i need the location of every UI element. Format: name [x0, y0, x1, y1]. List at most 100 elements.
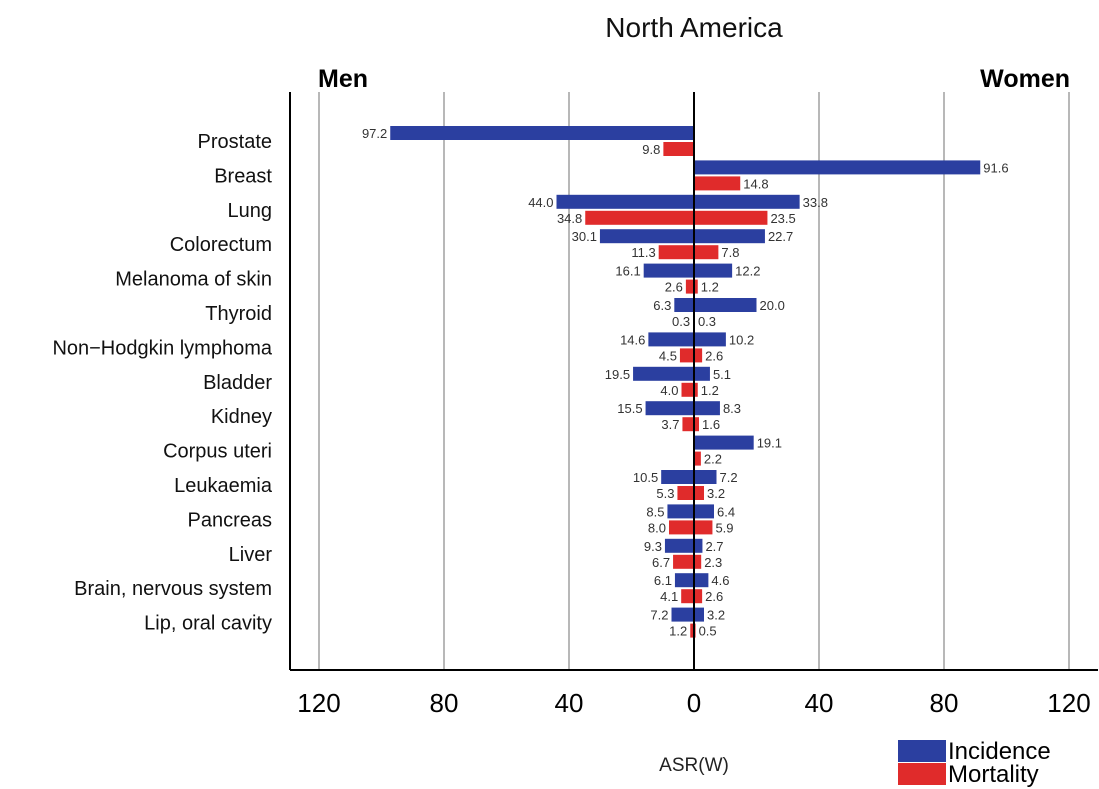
data-label: 20.0 — [760, 298, 785, 313]
data-label: 19.5 — [605, 367, 630, 382]
mortality-bar-women — [694, 382, 698, 397]
category-label: Non−Hodgkin lymphoma — [52, 337, 272, 359]
data-label: 4.0 — [660, 383, 678, 398]
data-label: 44.0 — [528, 195, 553, 210]
category-label: Prostate — [198, 131, 272, 153]
data-label: 1.6 — [702, 417, 720, 432]
incidence-bar-women — [694, 538, 703, 553]
category-label: Lip, oral cavity — [144, 613, 272, 635]
mortality-bar-women — [694, 417, 699, 432]
data-label: 9.8 — [642, 142, 660, 157]
mortality-bar-women — [694, 176, 741, 191]
data-label: 6.4 — [717, 504, 735, 519]
data-label: 5.9 — [715, 520, 733, 535]
x-tick-label: 0 — [687, 688, 701, 718]
data-label: 0.3 — [698, 314, 716, 329]
x-tick-label: 40 — [555, 688, 584, 718]
x-tick-labels: 120 80 40 0 40 80 120 — [297, 688, 1090, 718]
data-label: 6.7 — [652, 555, 670, 570]
category-label: Pancreas — [188, 509, 273, 531]
x-tick-label: 80 — [930, 688, 959, 718]
data-label: 0.5 — [699, 624, 717, 639]
incidence-bar-men — [648, 332, 694, 347]
mortality-bar-men — [679, 348, 694, 363]
data-label: 2.2 — [704, 452, 722, 467]
mortality-bar-men — [681, 382, 694, 397]
data-label: 10.5 — [633, 470, 658, 485]
data-label: 33.8 — [803, 195, 828, 210]
category-label: Bladder — [203, 372, 272, 394]
legend-label: Incidence — [948, 738, 1051, 765]
incidence-bar-men — [556, 194, 694, 209]
data-label: 2.7 — [705, 539, 723, 554]
data-label: 0.3 — [672, 314, 690, 329]
incidence-bar-women — [694, 607, 704, 622]
mortality-bar-men — [681, 589, 694, 604]
incidence-bar-women — [694, 366, 710, 381]
x-tick-label: 40 — [805, 688, 834, 718]
incidence-bar-men — [674, 298, 694, 312]
data-label: 4.5 — [659, 348, 677, 363]
mortality-bar-women — [694, 451, 701, 466]
data-label: 2.6 — [705, 348, 723, 363]
data-label: 2.6 — [705, 589, 723, 604]
data-label: 7.2 — [650, 608, 668, 623]
category-labels: Prostate Breast Lung Colorectum Melanoma of … — [52, 131, 272, 635]
category-label: Leukaemia — [174, 475, 273, 497]
data-label: 1.2 — [701, 383, 719, 398]
incidence-bar-men — [671, 607, 694, 622]
data-label: 3.2 — [707, 608, 725, 623]
data-label: 30.1 — [572, 229, 597, 244]
x-tick-label: 120 — [297, 688, 340, 718]
data-label: 6.1 — [654, 573, 672, 588]
category-label: Breast — [214, 165, 272, 187]
category-label: Lung — [228, 200, 273, 222]
data-label: 91.6 — [983, 160, 1008, 175]
legend-swatch — [898, 740, 946, 762]
mortality-bar-men — [677, 486, 694, 500]
data-label: 34.8 — [557, 211, 582, 226]
women-label: Women — [980, 65, 1070, 93]
mortality-bar-men — [682, 417, 694, 432]
data-label: 22.7 — [768, 229, 793, 244]
data-label: 14.8 — [743, 176, 768, 191]
incidence-bar-women — [694, 470, 717, 484]
category-label: Corpus uteri — [163, 441, 272, 463]
axes — [289, 92, 1098, 671]
legend-swatch — [898, 763, 946, 785]
mortality-bar-women — [694, 348, 703, 363]
incidence-bar-men — [390, 126, 694, 140]
data-label: 97.2 — [362, 126, 387, 141]
incidence-bar-women — [694, 229, 765, 244]
incidence-bar-men — [667, 504, 694, 519]
incidence-bar-men — [599, 229, 694, 244]
incidence-bar-women — [694, 573, 709, 588]
incidence-bar-women — [694, 401, 720, 416]
data-label: 8.5 — [646, 504, 664, 519]
data-labels: 97.2 44.0 30.1 16.1 6.3 14.6 19.5 15.5 10.5 8.5 9.… — [362, 126, 1009, 639]
data-label: 5.3 — [656, 486, 674, 501]
data-label: 12.2 — [735, 264, 760, 279]
incidence-bar-women — [694, 332, 726, 347]
data-label: 23.5 — [770, 211, 795, 226]
mortality-bar-men — [685, 279, 694, 294]
data-label: 7.8 — [721, 245, 739, 260]
category-label: Kidney — [211, 406, 272, 428]
data-label: 10.2 — [729, 332, 754, 347]
data-label: 1.2 — [669, 624, 687, 639]
mortality-bar-men — [690, 623, 694, 638]
x-tick-label: 80 — [430, 688, 459, 718]
incidence-bar-women — [694, 160, 981, 175]
data-label: 3.2 — [707, 486, 725, 501]
data-label: 8.3 — [723, 401, 741, 416]
incidence-bar-men — [664, 538, 694, 553]
data-label: 14.6 — [620, 332, 645, 347]
bars — [390, 126, 981, 638]
data-label: 19.1 — [757, 436, 782, 451]
category-label: Liver — [229, 544, 273, 566]
data-label: 1.2 — [701, 280, 719, 295]
mortality-bar-women — [694, 210, 768, 225]
data-label: 16.1 — [615, 264, 640, 279]
data-label: 4.1 — [660, 589, 678, 604]
